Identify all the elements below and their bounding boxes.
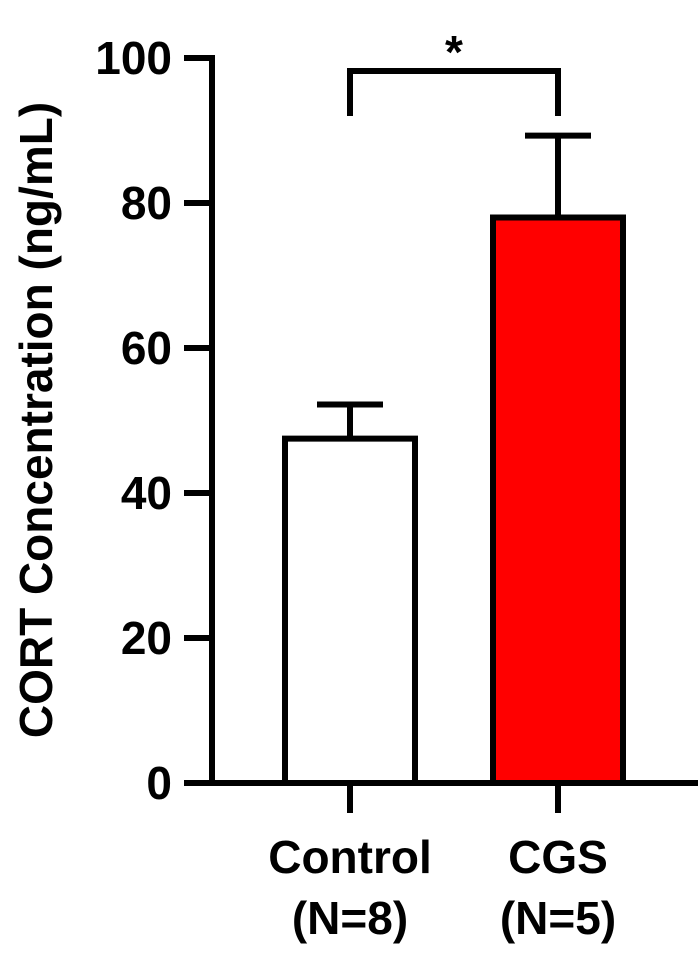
y-tick-label: 60 — [121, 322, 172, 374]
y-tick-label: 0 — [146, 757, 172, 809]
bar-cgs — [490, 214, 626, 786]
y-axis-label: CORT Concentration (ng/mL) — [10, 102, 62, 738]
y-tick-label: 100 — [95, 32, 172, 84]
bar-control — [282, 435, 418, 786]
y-tick-label: 20 — [121, 612, 172, 664]
x-category-label: CGS — [508, 831, 608, 883]
y-tick-label: 80 — [121, 177, 172, 229]
x-axis — [209, 780, 698, 813]
x-category-sublabel: (N=8) — [292, 892, 408, 944]
y-axis: 0 20 40 60 80 100 — [95, 32, 215, 809]
bars — [282, 214, 626, 786]
error-bars — [317, 132, 591, 439]
significance-annotation: * — [347, 26, 561, 116]
x-tick-labels: Control (N=8) CGS (N=5) — [268, 831, 616, 944]
x-category-label: Control — [268, 831, 432, 883]
x-category-sublabel: (N=5) — [500, 892, 616, 944]
y-tick-label: 40 — [121, 467, 172, 519]
significance-star: * — [445, 26, 463, 78]
significance-bracket — [347, 68, 561, 116]
y-axis-label-group: CORT Concentration (ng/mL) — [10, 102, 62, 738]
